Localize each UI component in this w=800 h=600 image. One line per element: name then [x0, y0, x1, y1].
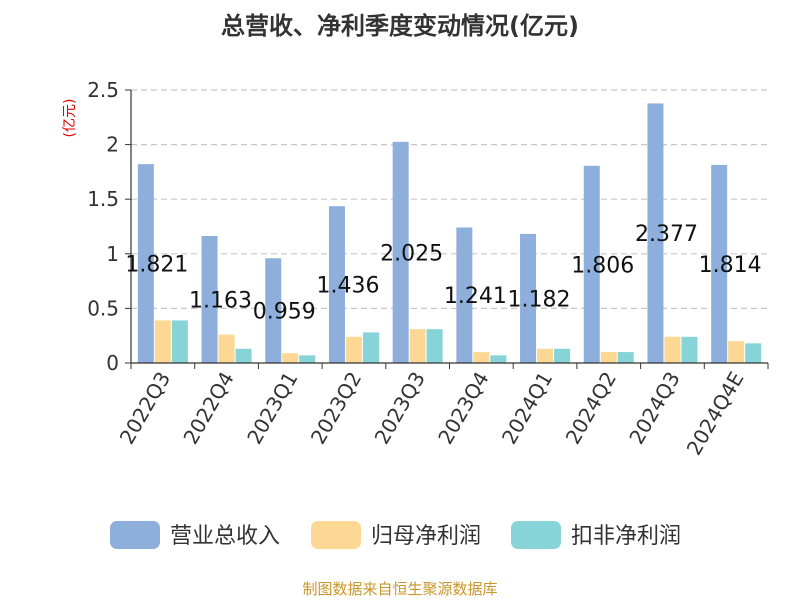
bar-2024Q4E-2 [745, 343, 762, 363]
bar-2022Q4-1 [218, 334, 235, 363]
bar-2023Q2-1 [345, 336, 362, 363]
data-label: 1.182 [508, 287, 571, 312]
y-tick-labels: 0 0.5 1 1.5 2 2.5 [87, 78, 119, 375]
x-tick-label: 2023Q2 [306, 368, 366, 449]
bar-2024Q3-1 [664, 336, 681, 363]
data-label: 1.163 [189, 289, 252, 314]
x-tick-label: 2024Q3 [624, 368, 684, 449]
data-label: 1.241 [444, 284, 507, 309]
legend-label: 扣非净利润 [571, 524, 681, 549]
legend-label: 归母净利润 [371, 524, 481, 549]
x-tick-labels: 2022Q3 2022Q4 2023Q1 2023Q2 2023Q3 2023Q4 2024… [115, 368, 749, 460]
bar-2023Q3-1 [409, 329, 426, 363]
bar-2023Q2-0 [328, 206, 345, 363]
chart-title: 总营收、净利季度变动情况(亿元) [221, 12, 579, 40]
bar-2023Q1-1 [282, 353, 299, 363]
y-tick-label: 2 [106, 133, 119, 157]
bar-2024Q1-0 [520, 233, 537, 363]
x-tick-label: 2024Q4E [682, 368, 749, 460]
legend-swatch [110, 521, 160, 549]
axes [125, 89, 769, 369]
bar-2024Q2-2 [617, 352, 634, 363]
bar-2024Q3-0 [647, 103, 664, 363]
y-tick-label: 0 [106, 351, 119, 375]
x-tick-label: 2023Q3 [370, 368, 430, 449]
bar-2024Q1-1 [537, 348, 554, 363]
bar-2024Q2-1 [600, 352, 617, 363]
legend: 营业总收入 归母净利润 扣非净利润 [110, 521, 681, 549]
source-note: 制图数据来自恒生聚源数据库 [302, 580, 497, 598]
x-tick-label: 2023Q1 [242, 368, 302, 449]
bar-2024Q1-2 [554, 348, 571, 363]
bar-2023Q4-2 [490, 355, 507, 363]
y-axis-unit: (亿元) [62, 99, 78, 138]
y-tick-label: 1.5 [87, 187, 119, 211]
bar-2024Q4E-0 [711, 164, 728, 363]
x-tick-label: 2022Q3 [115, 368, 175, 449]
x-tick-label: 2024Q1 [497, 368, 557, 449]
bar-2023Q2-2 [362, 332, 379, 363]
legend-label: 营业总收入 [170, 524, 280, 549]
x-tick-label: 2023Q4 [433, 368, 493, 449]
bar-2024Q3-2 [681, 336, 698, 363]
x-tick-label: 2022Q4 [178, 368, 238, 449]
data-label: 0.959 [253, 300, 316, 325]
bar-2024Q2-0 [583, 165, 600, 363]
bar-2023Q1-2 [299, 355, 316, 363]
y-tick-label: 2.5 [87, 78, 119, 102]
data-label: 2.025 [380, 241, 443, 266]
data-label: 1.436 [316, 274, 379, 299]
bar-2022Q3-1 [154, 320, 171, 363]
data-label: 1.821 [125, 253, 188, 278]
data-label: 1.814 [699, 253, 762, 278]
grid-lines [131, 89, 768, 309]
bar-2022Q3-0 [137, 164, 154, 363]
y-tick-label: 1 [106, 242, 119, 266]
bar-2022Q4-2 [235, 348, 252, 363]
y-tick-label: 0.5 [87, 296, 119, 320]
bar-2023Q4-0 [456, 227, 473, 363]
bar-2023Q1-0 [265, 258, 282, 363]
bar-2023Q3-0 [392, 141, 409, 363]
legend-swatch [311, 521, 361, 549]
data-label: 2.377 [635, 222, 698, 247]
bars [137, 103, 762, 363]
bar-2022Q3-2 [171, 320, 188, 363]
bar-2023Q3-2 [426, 329, 443, 363]
legend-swatch [511, 521, 561, 549]
bar-2024Q4E-1 [728, 341, 745, 363]
x-tick-label: 2024Q2 [561, 368, 621, 449]
bar-2022Q4-0 [201, 236, 218, 363]
bar-2023Q4-1 [473, 352, 490, 363]
data-label: 1.806 [571, 253, 634, 278]
